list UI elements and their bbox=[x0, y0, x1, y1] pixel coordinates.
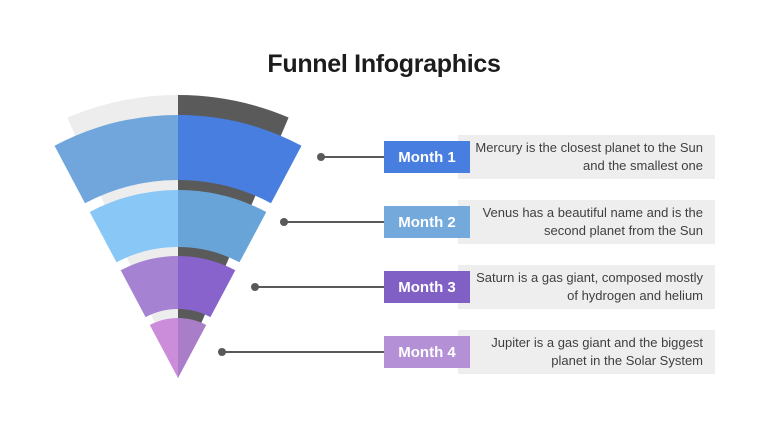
funnel-segment-3-right bbox=[178, 256, 236, 318]
month-1-textbox: Mercury is the closest planet to the Sun… bbox=[458, 135, 715, 179]
connector-line bbox=[284, 221, 384, 223]
funnel-row-month-3: Month 3 Saturn is a gas giant, composed … bbox=[0, 265, 768, 309]
slide-title: Funnel Infographics bbox=[267, 50, 501, 78]
month-1-badge: Month 1 bbox=[384, 141, 470, 173]
funnel-row-month-1: Month 1 Mercury is the closest planet to… bbox=[0, 135, 768, 179]
month-4-badge: Month 4 bbox=[384, 336, 470, 368]
funnel-row-month-2: Month 2 Venus has a beautiful name and i… bbox=[0, 200, 768, 244]
month-4-description: Jupiter is a gas giant and the biggest p… bbox=[491, 335, 703, 368]
connector-line bbox=[222, 351, 384, 353]
month-2-badge: Month 2 bbox=[384, 206, 470, 238]
connector-line bbox=[321, 156, 384, 158]
month-2-description: Venus has a beautiful name and is the se… bbox=[482, 205, 703, 238]
funnel-segment-4-left bbox=[149, 317, 178, 378]
funnel-segment-3-left bbox=[120, 256, 178, 318]
month-4-textbox: Jupiter is a gas giant and the biggest p… bbox=[458, 330, 715, 374]
month-1-description: Mercury is the closest planet to the Sun… bbox=[475, 140, 703, 173]
funnel-segment-2-left bbox=[89, 190, 178, 263]
funnel-segment-2-right bbox=[178, 190, 267, 263]
funnel-row-month-4: Month 4 Jupiter is a gas giant and the b… bbox=[0, 330, 768, 374]
funnel-segment-4-right bbox=[178, 317, 207, 378]
month-2-textbox: Venus has a beautiful name and is the se… bbox=[458, 200, 715, 244]
month-3-textbox: Saturn is a gas giant, composed mostly o… bbox=[458, 265, 715, 309]
funnel-segment-1-left bbox=[54, 115, 178, 204]
month-3-description: Saturn is a gas giant, composed mostly o… bbox=[476, 270, 703, 303]
month-3-badge: Month 3 bbox=[384, 271, 470, 303]
connector-line bbox=[255, 286, 384, 288]
funnel-segment-1-right bbox=[178, 115, 302, 204]
